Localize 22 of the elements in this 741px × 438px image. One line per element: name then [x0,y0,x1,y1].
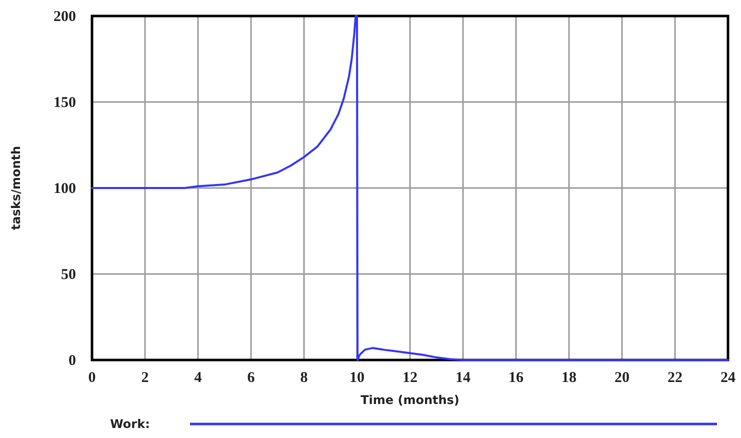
y-tick-label: 150 [54,95,76,111]
x-tick-label: 4 [194,370,202,386]
line-series [91,15,729,361]
y-tick-label: 100 [54,181,76,197]
text: Work: [110,417,150,431]
x-tick-label: 18 [562,370,576,386]
x-tick-label: 6 [247,370,256,386]
x-tick-label: 16 [508,370,524,386]
y-tick-label: 0 [68,353,76,369]
y-tick-label: 200 [54,9,76,25]
x-tick-label: 12 [402,370,418,386]
x-tick-label: 2 [141,370,149,386]
x-tick-label: 10 [350,370,364,386]
x-tick-label: 24 [720,370,736,386]
x-tick-label: 0 [88,370,96,386]
x-axis-title: Time (months) [360,393,460,407]
x-tick-label: 22 [668,370,682,386]
y-tick-label: 50 [61,267,76,283]
x-tick-label: 20 [614,370,630,386]
y-axis-title: tasks/month [9,146,23,230]
x-tick-label: 14 [456,370,471,386]
x-tick-label: 8 [300,370,308,386]
